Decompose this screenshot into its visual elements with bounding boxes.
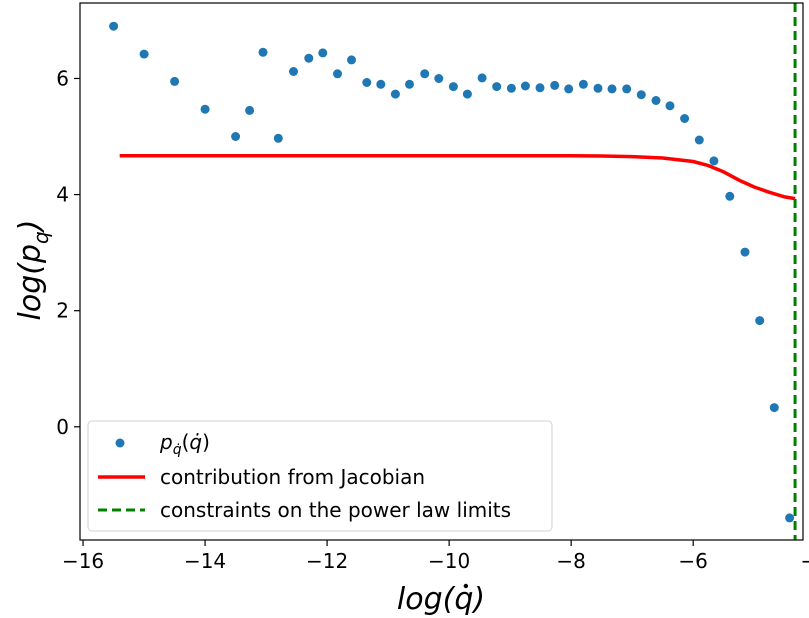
data-point: [448, 82, 458, 92]
x-tick-label: −16: [62, 549, 104, 573]
data-point: [390, 89, 400, 99]
y-axis-ticks: 0 2 4 6: [56, 66, 80, 439]
data-point: [477, 73, 487, 83]
plot-area: [109, 3, 797, 540]
x-tick-label: −6: [678, 549, 707, 573]
data-point: [273, 133, 283, 143]
data-point: [725, 191, 735, 201]
data-point: [709, 156, 719, 166]
data-point: [289, 67, 298, 76]
data-point: [564, 84, 574, 94]
y-tick-label: 6: [56, 66, 69, 90]
data-point: [258, 47, 268, 57]
data-point: [769, 403, 779, 413]
data-point: [231, 132, 241, 141]
data-point: [170, 76, 180, 86]
x-label-q-dot: q: [454, 582, 473, 617]
data-point: [680, 114, 690, 123]
y-tick-label: 4: [56, 183, 69, 207]
legend-label-limits: constraints on the power law limits: [160, 498, 511, 522]
data-point: [550, 80, 560, 90]
axes-frame: [79, 2, 804, 541]
data-point: [755, 316, 765, 326]
jacobian-line: [119, 153, 796, 201]
data-point: [492, 82, 502, 92]
data-point: [462, 89, 472, 99]
x-label-dot-accent: [463, 583, 469, 589]
data-point: [740, 247, 750, 257]
y-axis-label: log(pq): [13, 220, 53, 321]
legend-label-jacobian: contribution from Jacobian: [160, 465, 425, 489]
data-point: [420, 69, 430, 79]
x-label-dot-accent-mark: [463, 583, 469, 589]
x-tick-label: −4: [800, 549, 809, 573]
data-point: [347, 55, 356, 65]
data-point: [520, 81, 530, 91]
y-tick-label: 2: [56, 299, 69, 323]
data-point: [607, 84, 617, 94]
data-point: [304, 53, 314, 63]
data-point: [109, 21, 119, 31]
legend: pq̇(q̇) contribution from Jacobian const…: [87, 420, 553, 532]
data-point: [535, 83, 545, 93]
data-point: [200, 104, 210, 114]
data-point: [434, 74, 444, 83]
data-point: [593, 83, 603, 93]
data-point: [665, 101, 675, 111]
data-point: [139, 49, 149, 59]
x-axis-ticks: −16 −14 −12 −10 −8 −6 −4: [62, 540, 809, 573]
y-tick-label: 0: [56, 415, 69, 439]
data-point: [636, 90, 646, 100]
data-point: [333, 69, 342, 79]
x-axis-label: log(q): [397, 582, 485, 617]
x-tick-label: −8: [556, 549, 585, 573]
data-point: [405, 79, 414, 89]
x-tick-label: −12: [306, 549, 348, 573]
data-point: [578, 79, 588, 89]
data-point: [694, 135, 704, 145]
data-point: [376, 79, 386, 89]
x-tick-label: −14: [184, 549, 226, 573]
data-point: [651, 96, 661, 105]
data-point: [506, 83, 516, 93]
x-tick-label: −10: [428, 549, 470, 573]
data-point: [785, 513, 795, 523]
data-point: [318, 48, 328, 58]
legend-label-points: pq̇(q̇): [159, 430, 210, 458]
legend-marker-points: [115, 438, 125, 448]
data-point: [622, 84, 632, 94]
data-point: [245, 105, 255, 115]
data-point: [362, 78, 372, 87]
legend-frame: [87, 420, 553, 532]
